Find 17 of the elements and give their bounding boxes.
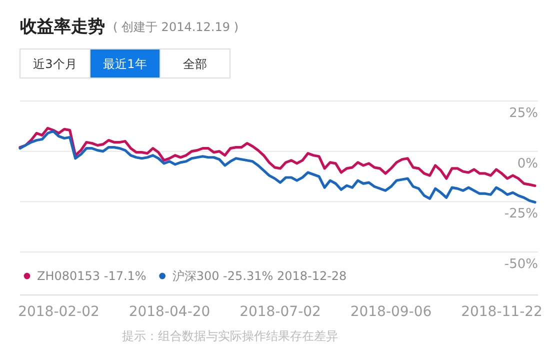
x-tick-label: 2018-02-02 [18,304,100,320]
chart-title: 收益率走势 [20,17,105,37]
y-tick-label: 25% [509,106,538,121]
text: 近3个月 [33,57,77,71]
y-tick-label: 0% [517,156,538,172]
x-tick-label: 2018-07-02 [240,304,321,320]
chart-subtitle: ( 创建于 2014.12.19 ) [113,20,239,34]
x-tick-label: 2018-09-06 [350,304,432,320]
text: 全部 [183,57,207,71]
x-tick-label: 2018-04-20 [128,304,210,320]
text: 最近1年 [103,57,147,71]
y-tick-label: -25% [504,206,538,222]
text: 提示：组合数据与实际操作结果存在差异 [122,329,338,343]
y-tick-label: -50% [504,257,538,272]
x-tick-label: 2018-11-22 [461,304,542,320]
legend-label: ZH080153 -17.1% [37,269,146,283]
legend-label: 沪深300 -25.31% 2018-12-28 [172,269,347,283]
